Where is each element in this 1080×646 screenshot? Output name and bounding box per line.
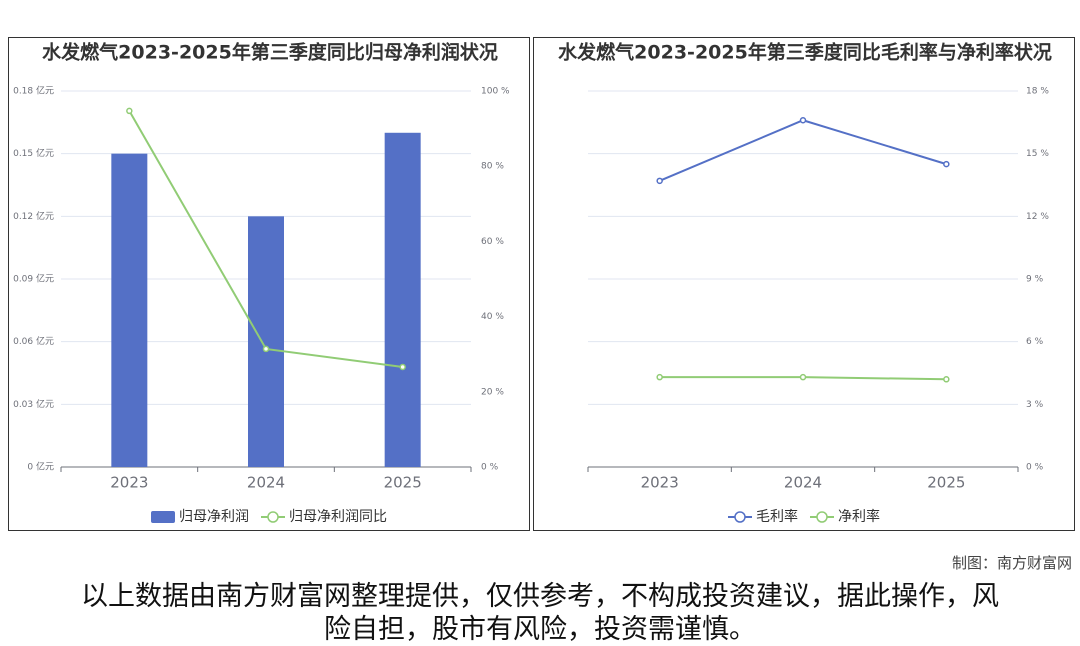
point — [262, 345, 270, 353]
legend-label: 净利率 — [838, 508, 880, 525]
y-tick-label: 15 % — [1026, 149, 1049, 159]
chart-panel: 水发燃气2023-2025年第三季度同比毛利率与净利率状况 0 % 3 % 6 % 9 … — [533, 37, 1075, 531]
line — [659, 119, 947, 182]
x-tick-label: 2023 — [641, 474, 679, 492]
bar — [111, 153, 148, 467]
x-tick-label: 2024 — [247, 474, 285, 492]
y2-tick-label: 40 % — [481, 312, 504, 322]
point — [126, 107, 133, 115]
y-tick-label: 9 % — [1026, 275, 1044, 285]
y2-tick-label: 80 % — [481, 162, 504, 172]
legend-label: 归母净利润 — [179, 508, 249, 525]
y2-tick-label: 20 % — [481, 387, 504, 397]
chart-title: 水发燃气2023-2025年第三季度同比归母净利润状况 — [42, 41, 498, 64]
point — [656, 373, 663, 381]
legend-label: 毛利率 — [756, 508, 798, 525]
legend-swatch — [734, 511, 746, 523]
y2-tick-label: 100 % — [481, 87, 510, 97]
disclaimer: 以上数据由南方财富网整理提供，仅供参考，不构成投资建议，据此操作，风险自担，股市… — [81, 581, 999, 645]
legend-label: 归母净利润同比 — [289, 508, 387, 525]
chart-panel: 水发燃气2023-2025年第三季度同比归母净利润状况 0 亿元 0.03 亿元 0.… — [8, 37, 530, 531]
legend-swatch — [816, 511, 828, 523]
y-tick-label: 3 % — [1026, 400, 1044, 410]
y-tick-label: 0.06 亿元 — [13, 335, 54, 347]
x-tick-label: 2023 — [110, 474, 148, 492]
y-tick-label: 0.03 亿元 — [13, 398, 54, 410]
y-tick-label: 0 亿元 — [27, 461, 54, 473]
chart-title: 水发燃气2023-2025年第三季度同比毛利率与净利率状况 — [558, 41, 1052, 64]
y-tick-label: 0.18 亿元 — [13, 85, 54, 97]
legend-swatch — [151, 511, 175, 523]
y-tick-label: 18 % — [1026, 87, 1049, 97]
y-tick-label: 0.15 亿元 — [13, 147, 54, 159]
bar — [384, 132, 421, 467]
y-tick-label: 0 % — [1026, 463, 1044, 473]
legend-swatch — [267, 511, 279, 523]
y-tick-label: 0.12 亿元 — [13, 210, 54, 222]
credit: 制图：南方财富网 — [951, 554, 1072, 572]
bar — [248, 216, 284, 467]
point — [399, 363, 406, 371]
y2-tick-label: 0 % — [481, 463, 499, 473]
point — [799, 373, 807, 381]
point — [943, 376, 950, 383]
point — [799, 116, 807, 124]
point — [656, 177, 663, 185]
y-tick-label: 0.09 亿元 — [13, 273, 54, 285]
x-tick-label: 2024 — [784, 474, 822, 492]
x-tick-label: 2025 — [927, 474, 965, 492]
y-tick-label: 6 % — [1026, 337, 1044, 347]
y-tick-label: 12 % — [1026, 212, 1049, 222]
x-tick-label: 2025 — [384, 474, 422, 492]
y2-tick-label: 60 % — [481, 237, 504, 247]
point — [943, 160, 950, 168]
